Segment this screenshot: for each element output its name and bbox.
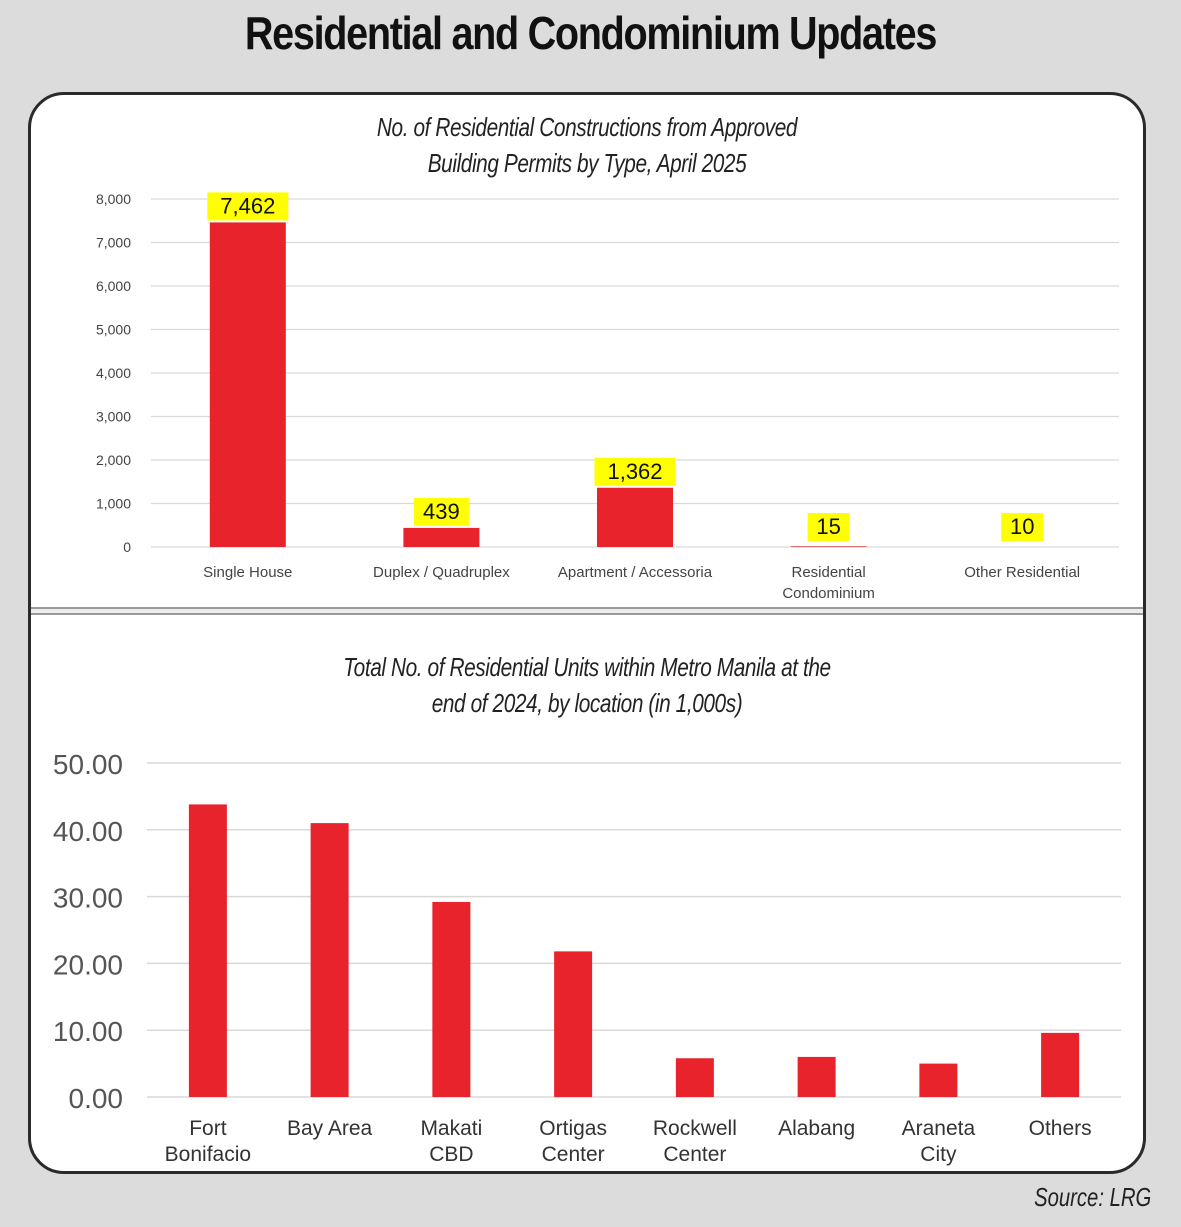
chart2-ytick-label: 0.00 [69, 1083, 124, 1114]
page-title: Residential and Condominium Updates [244, 7, 937, 59]
chart2-title: Total No. of Residential Units within Me… [142, 649, 1032, 721]
chart2-residential-units-bar-chart: 0.00 10.00 20.00 30.00 40.00 50.00 Fort Bonifac… [53, 749, 1121, 1166]
chart1-bar [597, 487, 673, 547]
chart2-bar [554, 951, 593, 1097]
chart1-data-label: 10 [1010, 514, 1034, 539]
chart2-bar [919, 1063, 958, 1097]
chart2-ytick-label: 10.00 [53, 1016, 123, 1047]
chart1-ytick-label: 5,000 [96, 322, 131, 338]
chart1-data-label: 7,462 [220, 193, 275, 218]
chart2-category-label: Araneta [902, 1117, 976, 1140]
chart1-data-label-bg [594, 457, 676, 486]
chart1-category-label: Residential [791, 564, 865, 581]
chart1-data-label: 439 [423, 499, 460, 524]
chart1-category-label: Single House [203, 564, 292, 581]
charts-panel: No. of Residential Constructions from Ap… [28, 92, 1146, 1174]
source-note: Source: LRG [1033, 1182, 1151, 1212]
chart2-category-label: Rockwell [653, 1117, 737, 1140]
chart2-category-label: Bonifacio [165, 1143, 251, 1166]
chart1-ytick-label: 3,000 [96, 409, 131, 425]
chart1-ytick-label: 7,000 [96, 235, 131, 251]
chart1-ytick-label: 4,000 [96, 365, 131, 381]
chart2-category-label: Others [1029, 1117, 1092, 1140]
chart2-bar [1041, 1032, 1080, 1097]
chart1-data-label-bg [1001, 513, 1044, 541]
chart1-category-label: Condominium [782, 585, 875, 602]
chart2-bar [797, 1056, 836, 1097]
chart2-category-label: Center [663, 1143, 726, 1166]
chart2-category-label: CBD [429, 1143, 473, 1166]
chart2-bar [188, 804, 227, 1097]
chart1-ytick-label: 8,000 [96, 191, 131, 207]
chart1-title-line-2: Building Permits by Type, April 2025 [427, 148, 747, 178]
chart1-ytick-label: 0 [123, 539, 131, 555]
chart1-data-label-bg [207, 192, 289, 221]
chart2-category-label: City [920, 1143, 957, 1166]
chart2-category-label: Fort [189, 1117, 227, 1140]
chart2-title-line-2: end of 2024, by location (in 1,000s) [431, 688, 743, 718]
chart2-category-label: Ortigas [539, 1117, 607, 1140]
chart1-building-permits-bar-chart: 0 1,000 2,000 3,000 4,000 5,000 6,000 7,000 8,00… [96, 191, 1119, 602]
chart1-title: No. of Residential Constructions from Ap… [142, 109, 1032, 181]
chart1-ytick-label: 1,000 [96, 496, 131, 512]
chart1-bar [403, 527, 480, 547]
chart2-bar [310, 823, 349, 1097]
chart2-category-label: Alabang [778, 1117, 855, 1140]
chart1-ytick-label: 6,000 [96, 278, 131, 294]
chart1-category-label: Duplex / Quadruplex [373, 564, 510, 581]
chart2-ytick-label: 40.00 [53, 816, 123, 847]
chart2-category-label: Makati [420, 1117, 482, 1140]
chart1-data-label-bg [807, 513, 850, 541]
chart1-bar [790, 546, 867, 547]
chart1-category-label: Apartment / Accessoria [558, 564, 713, 581]
chart2-ytick-label: 50.00 [53, 749, 123, 780]
chart1-data-label: 1,362 [607, 459, 662, 484]
chart1-category-label: Other Residential [964, 564, 1080, 581]
chart1-bar [209, 222, 286, 547]
chart2-category-label: Bay Area [287, 1117, 373, 1140]
chart2-title-line-1: Total No. of Residential Units within Me… [343, 652, 831, 682]
chart2-bar [675, 1058, 714, 1097]
section-divider [31, 607, 1143, 615]
chart1-data-label: 15 [816, 514, 840, 539]
chart1-title-line-1: No. of Residential Constructions from Ap… [376, 112, 798, 142]
chart2-ytick-label: 30.00 [53, 883, 123, 914]
chart1-ytick-label: 2,000 [96, 452, 131, 468]
chart1-data-label-bg [413, 497, 469, 526]
chart2-ytick-label: 20.00 [53, 949, 123, 980]
chart2-bar [432, 901, 471, 1097]
chart2-category-label: Center [542, 1143, 605, 1166]
